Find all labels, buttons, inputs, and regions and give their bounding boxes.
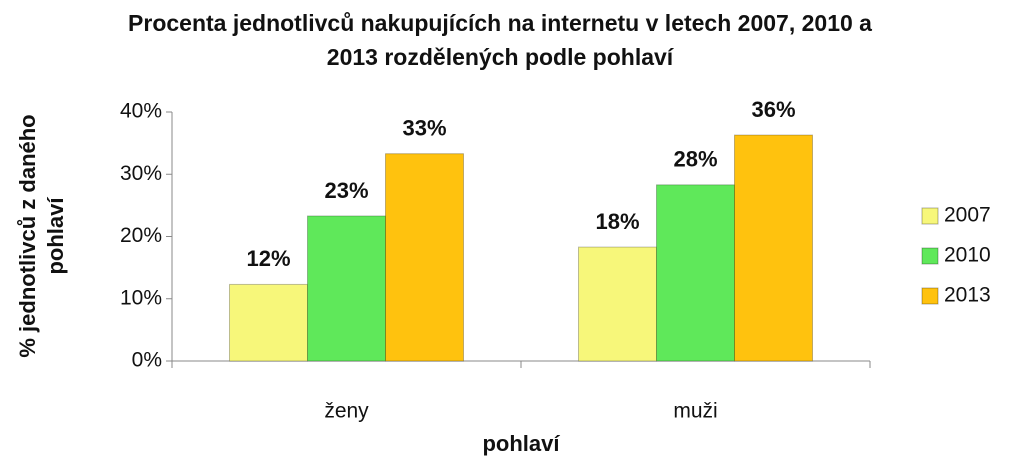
legend-label: 2013 — [944, 284, 991, 307]
y-tick-label: 0% — [132, 349, 162, 372]
legend-swatch — [921, 287, 939, 305]
x-tick-label: muži — [673, 400, 717, 423]
legend-swatch — [921, 207, 939, 225]
bar — [385, 153, 464, 362]
y-tick-label: 20% — [120, 224, 162, 247]
legend-label: 2007 — [944, 204, 991, 227]
value-label: 23% — [324, 178, 368, 203]
x-tick-label: ženy — [324, 400, 369, 423]
value-label: 12% — [246, 246, 290, 271]
bar — [307, 215, 386, 362]
value-label: 28% — [673, 147, 717, 172]
chart-title: Procenta jednotlivců nakupujících na int… — [128, 10, 872, 70]
value-label: 18% — [595, 209, 639, 234]
y-tick-label: 40% — [120, 100, 162, 123]
bar — [578, 246, 657, 362]
y-tick-label: 10% — [120, 286, 162, 309]
value-label: 36% — [751, 97, 795, 122]
bar — [656, 184, 735, 362]
bar — [229, 283, 308, 362]
value-label: 33% — [402, 116, 446, 141]
legend-label: 2010 — [944, 244, 991, 267]
x-axis-label: pohlaví — [482, 431, 560, 456]
y-tick-label: 30% — [120, 162, 162, 185]
legend-swatch — [921, 247, 939, 265]
bar — [734, 134, 813, 362]
